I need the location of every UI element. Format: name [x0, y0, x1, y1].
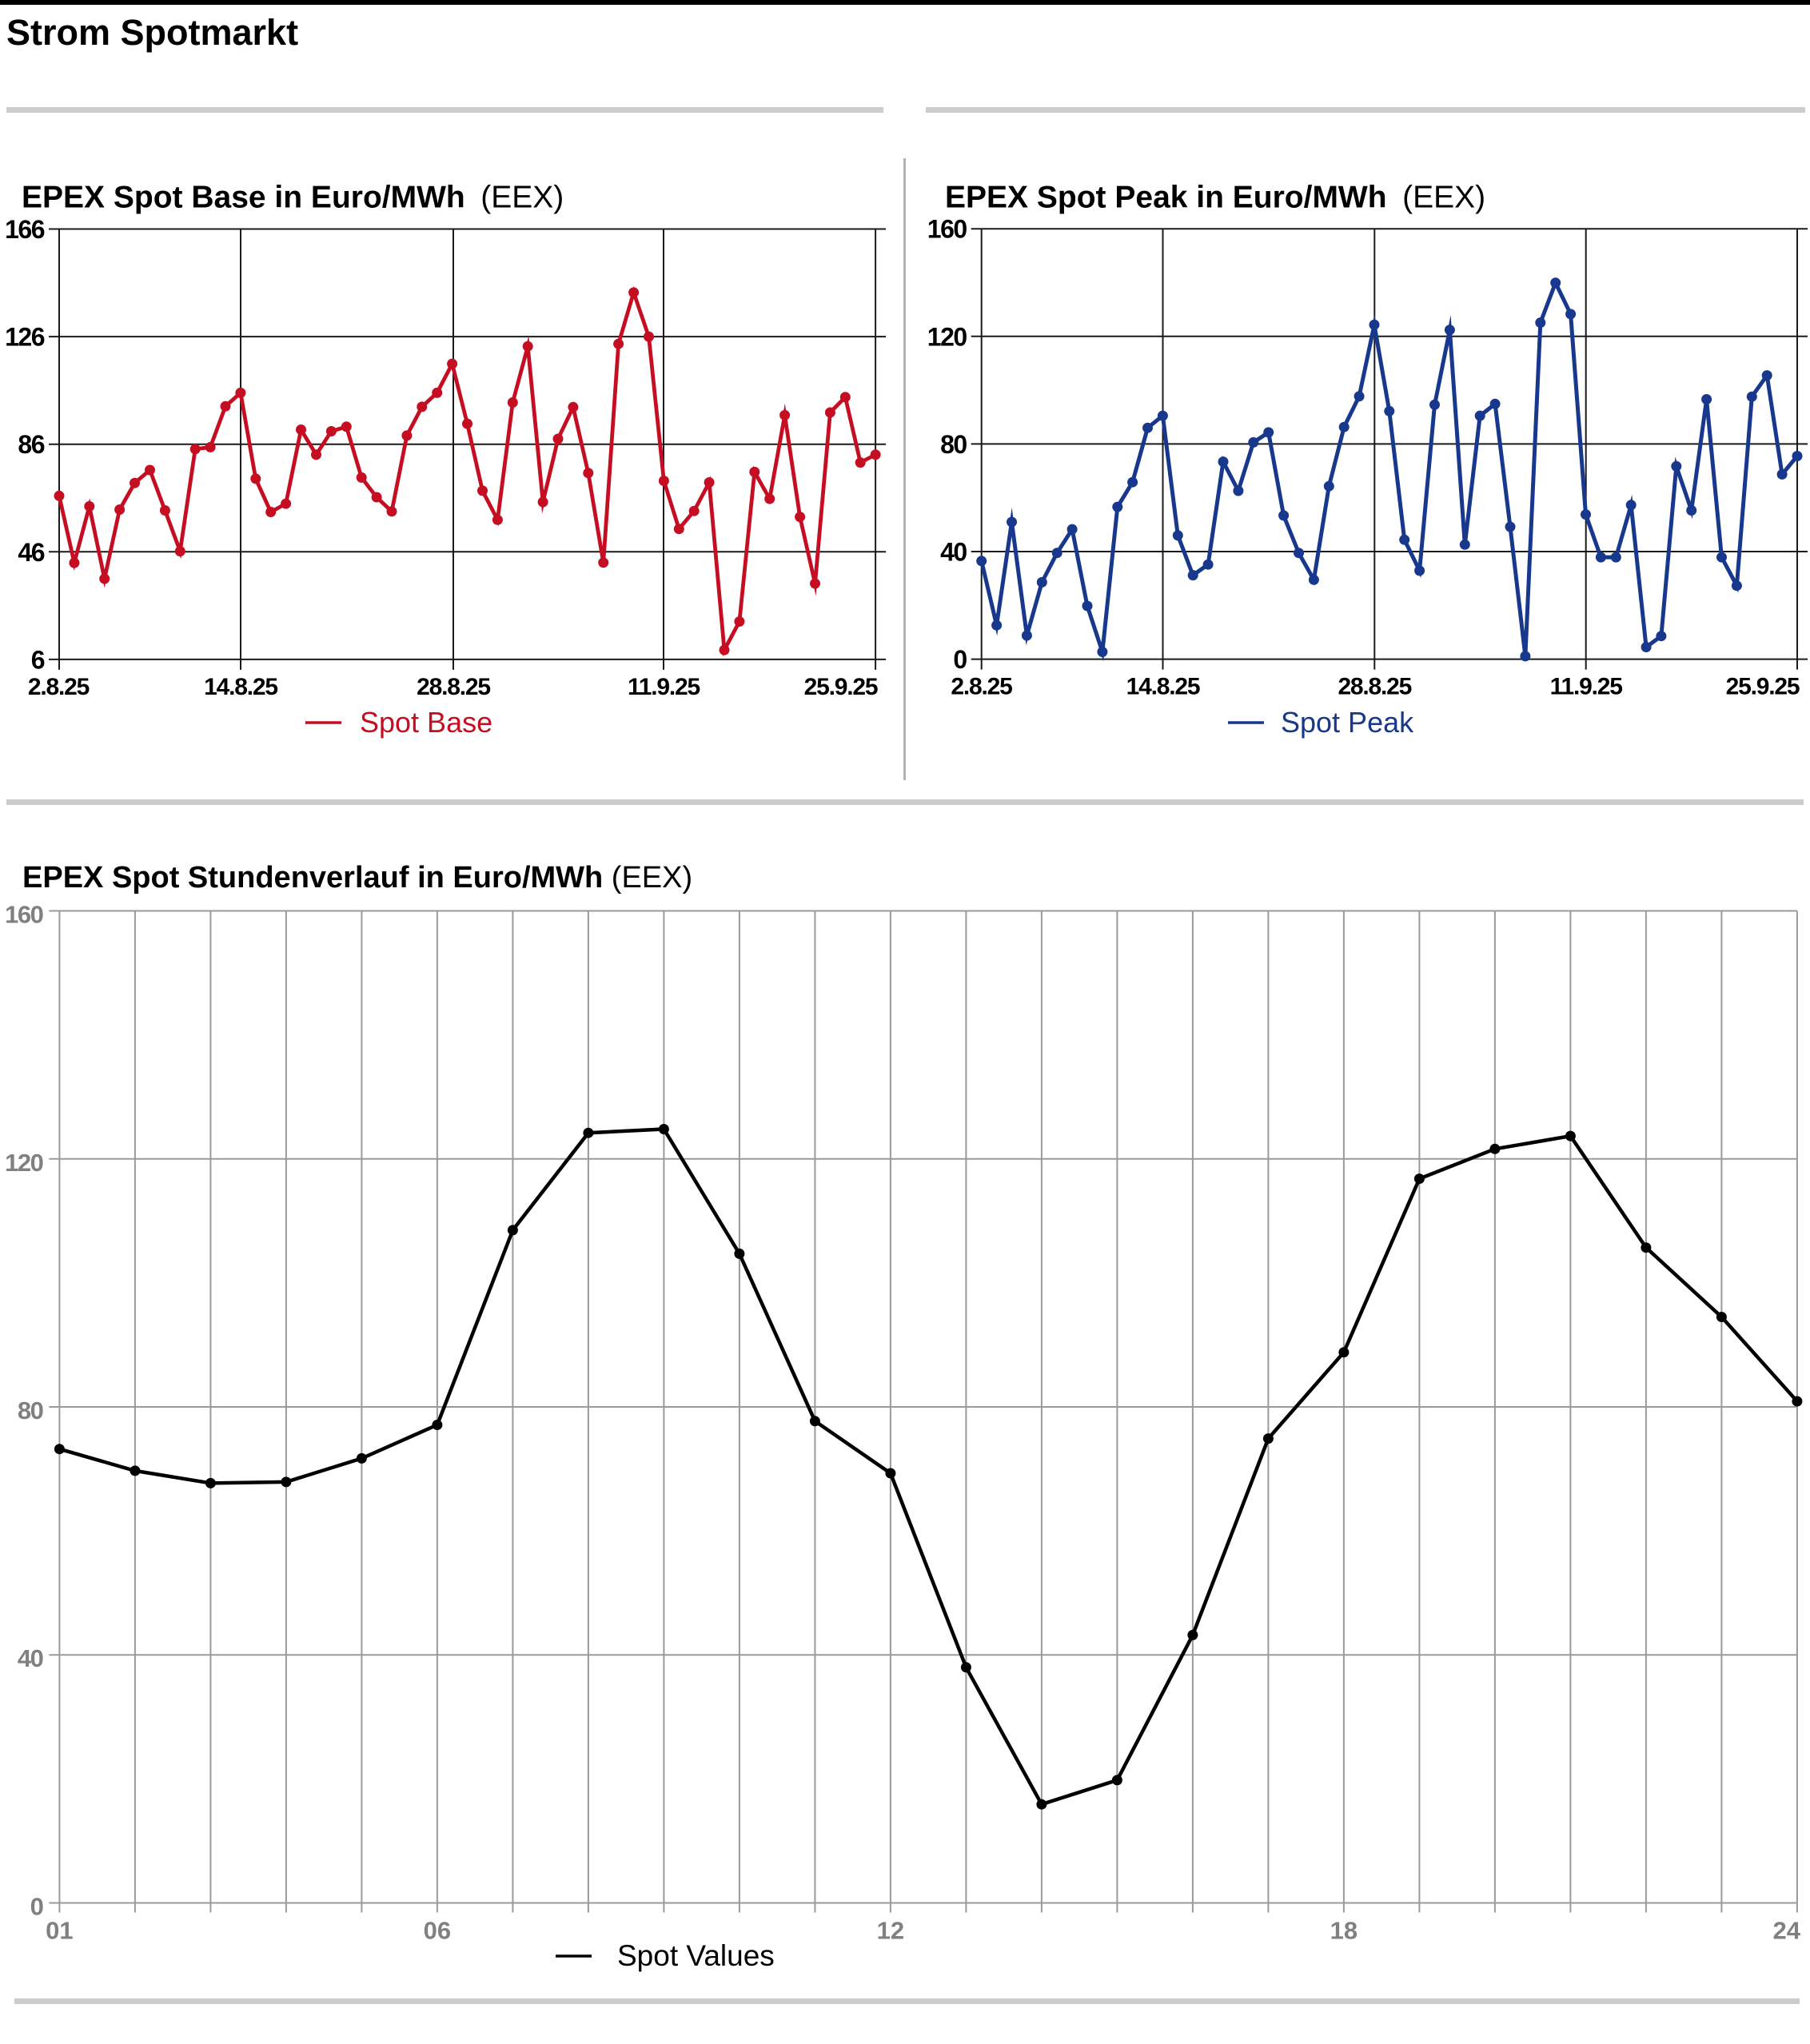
svg-text:25.9.25: 25.9.25	[1726, 674, 1800, 700]
svg-text:40: 40	[940, 538, 967, 567]
svg-text:01: 01	[46, 1917, 73, 1945]
svg-text:0: 0	[30, 1893, 43, 1921]
svg-text:46: 46	[18, 538, 44, 567]
svg-text:86: 86	[18, 430, 44, 459]
svg-text:120: 120	[927, 322, 967, 351]
svg-text:18: 18	[1330, 1917, 1358, 1945]
svg-text:80: 80	[18, 1397, 43, 1424]
svg-text:2.8.25: 2.8.25	[28, 674, 90, 700]
svg-text:Spot Values: Spot Values	[617, 1939, 775, 1972]
svg-text:11.9.25: 11.9.25	[1550, 674, 1623, 700]
svg-text:EPEX Spot Base in Euro/MWh (EE: EPEX Spot Base in Euro/MWh (EEX)	[22, 181, 564, 215]
svg-text:120: 120	[5, 1149, 42, 1177]
svg-text:12: 12	[877, 1917, 904, 1945]
svg-text:EPEX Spot Stundenverlauf in Eu: EPEX Spot Stundenverlauf in Euro/MWh (EE…	[22, 861, 692, 894]
svg-text:14.8.25: 14.8.25	[204, 674, 277, 700]
svg-text:6: 6	[31, 645, 45, 674]
svg-text:160: 160	[927, 215, 967, 244]
svg-text:Spot Peak: Spot Peak	[1281, 706, 1414, 739]
svg-text:EPEX Spot Peak in Euro/MWh (EE: EPEX Spot Peak in Euro/MWh (EEX)	[945, 181, 1485, 215]
svg-text:80: 80	[940, 430, 967, 459]
svg-text:166: 166	[5, 215, 45, 244]
svg-text:28.8.25: 28.8.25	[1338, 674, 1411, 700]
svg-text:Strom Spotmarkt: Strom Spotmarkt	[6, 12, 298, 53]
svg-text:2.8.25: 2.8.25	[951, 674, 1012, 700]
svg-text:0: 0	[953, 645, 967, 674]
svg-text:06: 06	[424, 1917, 451, 1945]
svg-text:24: 24	[1773, 1917, 1801, 1945]
svg-text:11.9.25: 11.9.25	[628, 674, 700, 700]
svg-text:28.8.25: 28.8.25	[417, 674, 490, 700]
svg-text:160: 160	[5, 901, 42, 929]
svg-text:126: 126	[5, 323, 45, 352]
svg-text:25.9.25: 25.9.25	[804, 674, 878, 700]
svg-text:40: 40	[18, 1644, 43, 1672]
svg-text:14.8.25: 14.8.25	[1126, 674, 1200, 700]
svg-text:Spot Base: Spot Base	[360, 706, 492, 739]
